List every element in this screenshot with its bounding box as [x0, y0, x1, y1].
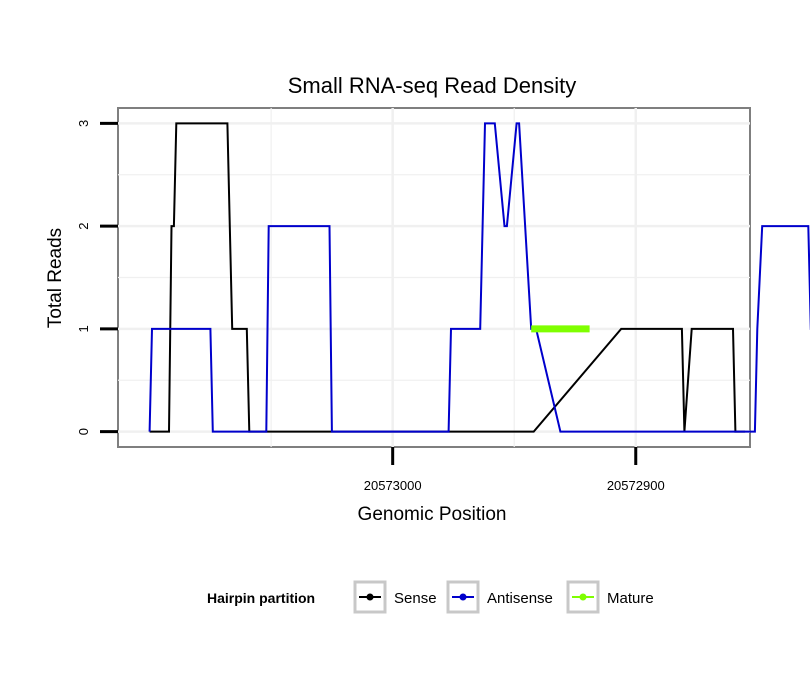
y-tick-label: 3	[76, 120, 91, 127]
legend-key-point	[459, 593, 467, 601]
legend-item-antisense: Antisense	[446, 580, 553, 614]
legend-key-point	[579, 593, 587, 601]
legend-title: Hairpin partition	[207, 590, 315, 606]
series-line-antisense	[148, 122, 810, 433]
y-axis: 0 1 2 3	[76, 120, 118, 435]
y-axis-label: Total Reads	[45, 228, 66, 328]
legend-item-sense: Sense	[353, 580, 437, 614]
legend-label: Antisense	[487, 590, 553, 607]
y-tick-label: 0	[76, 428, 91, 435]
chart-title: Small RNA-seq Read Density	[288, 73, 577, 98]
x-tick-label: 20572900	[607, 478, 665, 493]
legend: Hairpin partition Sense Antisense Mature	[207, 580, 654, 614]
plot-area	[117, 107, 810, 448]
legend-key-point	[366, 593, 374, 601]
y-tick-label: 2	[76, 222, 91, 229]
legend-label: Sense	[394, 590, 437, 607]
y-tick-label: 1	[76, 325, 91, 332]
x-axis: 20573000 20572900	[364, 447, 665, 493]
legend-label: Mature	[607, 590, 654, 607]
x-tick-label: 20573000	[364, 478, 422, 493]
x-axis-label: Genomic Position	[358, 504, 507, 525]
series-layer	[148, 122, 810, 433]
legend-item-mature: Mature	[566, 580, 654, 614]
